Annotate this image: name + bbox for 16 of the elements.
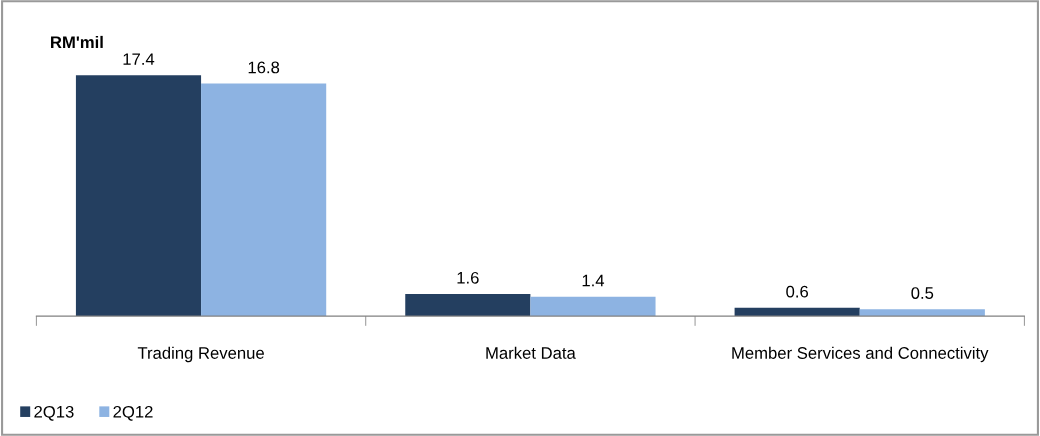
x-tick-label: Market Data (486, 346, 576, 359)
bar (530, 296, 656, 317)
data-label: 0.6 (786, 285, 809, 298)
bar (75, 75, 202, 317)
chart-title: RM'mil (51, 35, 103, 48)
x-tick-label: Member Services and Connectivity (732, 346, 989, 363)
legend-label: 2Q12 (113, 405, 153, 421)
bar (405, 293, 531, 317)
data-label: 1.6 (457, 271, 479, 284)
legend-label: 2Q13 (34, 405, 74, 421)
data-label: 16.8 (248, 61, 280, 74)
x-tick-label: Trading Revenue (137, 346, 264, 363)
data-label: 0.5 (911, 287, 934, 299)
bar (201, 83, 327, 317)
data-label: 17.4 (123, 53, 155, 65)
data-label: 1.4 (582, 274, 605, 287)
